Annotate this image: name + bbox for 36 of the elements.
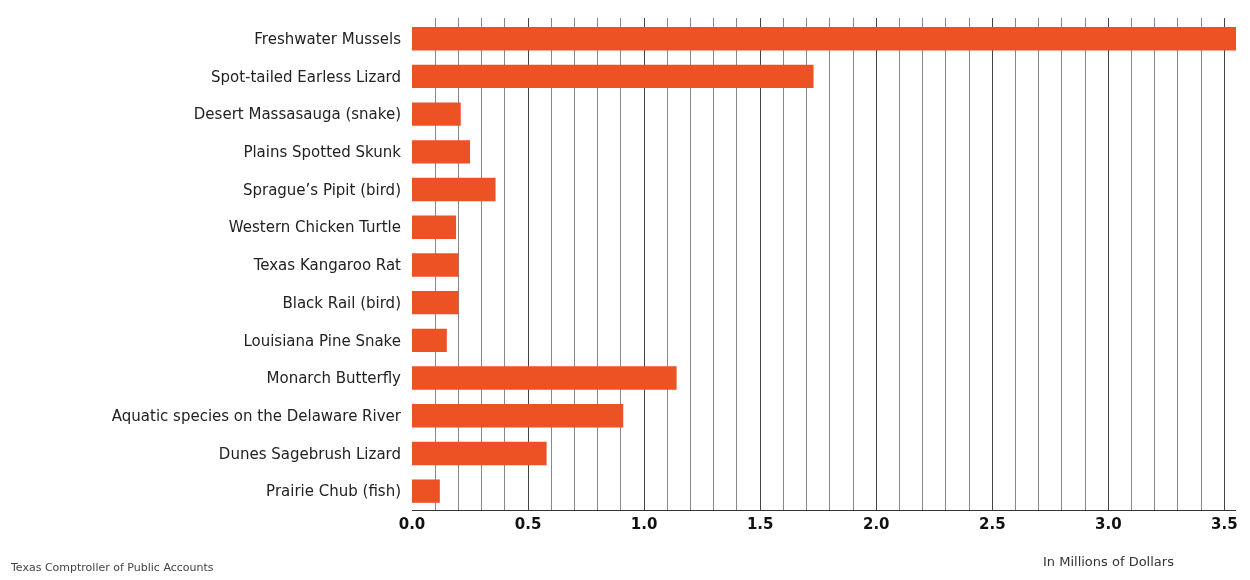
- y-tick-label: Freshwater Mussels: [254, 29, 402, 48]
- bar: [412, 102, 461, 126]
- bar: [412, 328, 447, 353]
- x-tick-label: 2.0: [862, 515, 890, 533]
- y-tick-label: Louisiana Pine Snake: [243, 331, 401, 350]
- bar: [412, 64, 814, 89]
- x-tick-label: 1.5: [746, 515, 774, 533]
- x-tick-label: 3.5: [1211, 515, 1238, 533]
- x-tick-label: 2.5: [978, 515, 1006, 533]
- bar: [412, 140, 471, 164]
- x-tick-label: 3.0: [1095, 515, 1122, 533]
- y-tick-label: Sprague’s Pipit (bird): [242, 180, 401, 199]
- y-tick-label: Black Rail (bird): [282, 293, 401, 312]
- y-tick-label: Texas Kangaroo Rat: [252, 256, 402, 275]
- bar: [412, 27, 1236, 51]
- y-tick-label: Monarch Butterfly: [266, 369, 402, 388]
- x-tick-label: 0.5: [514, 515, 542, 533]
- bar: [412, 479, 440, 503]
- bar: [412, 290, 459, 315]
- bar: [412, 253, 459, 277]
- text: Texas Comptroller of Public Accounts: [10, 561, 214, 574]
- y-tick-label: Prairie Chub (fish): [266, 482, 401, 501]
- y-tick-label: Plains Spotted Skunk: [243, 143, 402, 162]
- y-tick-label: Western Chicken Turtle: [228, 218, 401, 237]
- y-tick-label: Desert Massasauga (snake): [193, 105, 401, 124]
- x-tick-label: 0.0: [398, 515, 426, 533]
- bar: [412, 404, 624, 428]
- y-tick-label: Spot-tailed Earless Lizard: [210, 67, 401, 86]
- bar: [412, 366, 677, 390]
- y-tick-label: Dunes Sagebrush Lizard: [218, 444, 401, 463]
- x-tick-label: 1.0: [630, 515, 658, 533]
- y-tick-label: Aquatic species on the Delaware River: [111, 407, 402, 425]
- bar: [412, 441, 547, 466]
- bar: [412, 215, 457, 239]
- bar: [412, 177, 496, 202]
- x-axis-title: In Millions of Dollars: [1043, 554, 1175, 569]
